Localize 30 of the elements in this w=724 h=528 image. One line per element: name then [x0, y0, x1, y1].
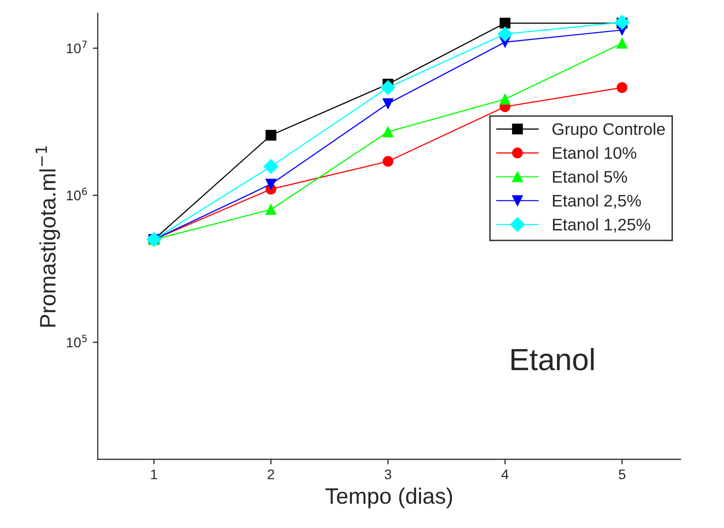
annotation: Etanol — [512, 348, 594, 370]
point — [382, 156, 394, 167]
x-tick-label: 2 — [268, 469, 274, 480]
legend-label: Etanol 1,25% — [552, 218, 650, 232]
y-tick-label: 10$^{6}$ — [66, 188, 87, 200]
x-tick-label: 1 — [151, 470, 158, 480]
point — [498, 26, 512, 42]
x-axis-title: Tempo (dias) — [325, 488, 452, 508]
point — [264, 159, 278, 174]
point — [614, 14, 630, 30]
point — [266, 178, 276, 190]
legend-label: Etanol 10% — [552, 146, 636, 159]
y-axis-title: Promastigota.ml$^{−1}$ — [36, 146, 60, 327]
x-tick-label: 3 — [384, 469, 392, 480]
y-tick-label: 10$^{7}$ — [66, 40, 87, 54]
point — [616, 38, 628, 49]
legend-label: Grupo Controle — [552, 122, 665, 138]
legend-label: Etanol 2,5% — [552, 194, 641, 209]
point — [382, 126, 394, 138]
point — [380, 80, 396, 95]
point — [382, 98, 394, 109]
point — [500, 94, 510, 105]
x-tick-label: 4 — [501, 470, 508, 480]
point — [500, 18, 510, 29]
point — [266, 130, 276, 141]
point — [266, 204, 276, 215]
legend-label: Etanol 5% — [552, 170, 628, 183]
y-tick-label: 10$^{5}$ — [66, 334, 87, 348]
x-tick-label: 5 — [618, 470, 626, 480]
point — [616, 82, 628, 93]
